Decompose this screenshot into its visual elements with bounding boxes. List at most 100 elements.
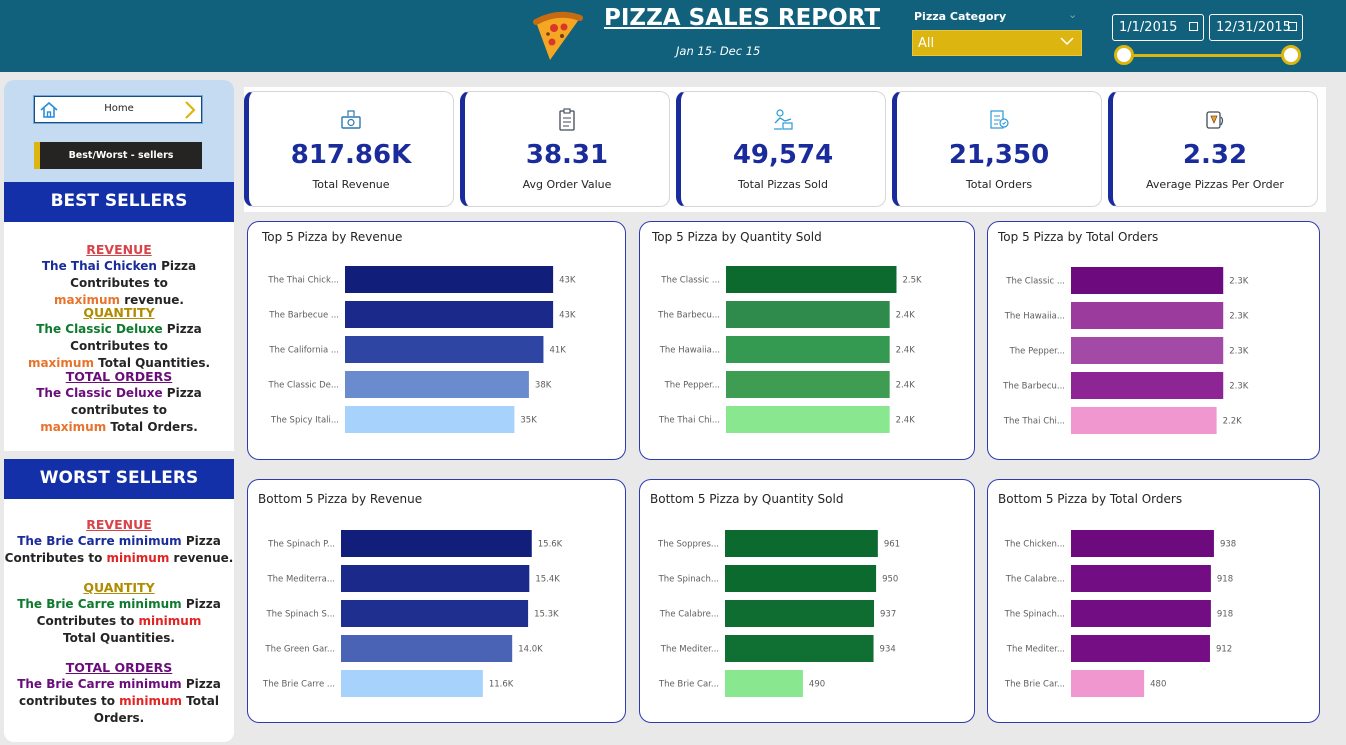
category-dropdown[interactable]: All xyxy=(912,30,1082,56)
bar[interactable] xyxy=(726,406,890,433)
category-label: The Mediterra... xyxy=(266,575,335,585)
best-worst-sellers-button[interactable]: Best/Worst - sellers xyxy=(34,142,202,169)
pizza-slice-icon xyxy=(533,11,583,60)
category-label: The Brie Car... xyxy=(658,680,719,690)
data-label: 2.4K xyxy=(896,381,916,391)
bar[interactable] xyxy=(1071,407,1217,434)
category-label: The Thai Chi... xyxy=(658,416,720,426)
home-button[interactable]: Home xyxy=(34,96,202,123)
worst-quantity-heading: QUANTITY xyxy=(83,580,155,595)
phone-pizza-icon xyxy=(1206,111,1224,129)
best-quantity-text: Pizza Contributes to xyxy=(70,322,202,353)
data-label: 43K xyxy=(559,276,576,286)
bar[interactable] xyxy=(725,635,874,662)
category-label: The Classic De... xyxy=(268,381,340,391)
kpi-value: 49,574 xyxy=(732,140,834,170)
end-date-input[interactable]: 12/31/2015 xyxy=(1209,14,1303,41)
chevron-down-icon xyxy=(1060,37,1074,46)
kpi-label: Total Orders xyxy=(965,178,1033,191)
data-label: 918 xyxy=(1217,610,1233,620)
bar[interactable] xyxy=(1071,530,1214,557)
bar[interactable] xyxy=(345,371,529,398)
worst-orders-keyword-2: minimum xyxy=(119,694,182,708)
slider-end-handle[interactable] xyxy=(1281,45,1301,65)
page-subtitle: Jan 15- Dec 15 xyxy=(676,44,761,58)
slider-start-handle[interactable] xyxy=(1114,45,1134,65)
bar[interactable] xyxy=(725,565,877,592)
category-label: The Thai Chick... xyxy=(267,276,339,286)
best-orders-block: TOTAL ORDERS The Classic Deluxe Pizza co… xyxy=(4,368,234,436)
calendar-icon[interactable] xyxy=(1189,22,1198,31)
sidebar-nav: Home Best/Worst - sellers xyxy=(4,80,234,182)
bar[interactable] xyxy=(1071,600,1211,627)
bar[interactable] xyxy=(1071,635,1210,662)
chart-title: Bottom 5 Pizza by Total Orders xyxy=(998,492,1183,506)
end-date-value: 12/31/2015 xyxy=(1216,20,1291,35)
date-range-slider[interactable] xyxy=(1124,54,1292,57)
bar[interactable] xyxy=(726,336,890,363)
best-orders-pizza: The Classic Deluxe xyxy=(36,386,163,400)
calendar-icon[interactable] xyxy=(1288,22,1297,31)
bar[interactable] xyxy=(725,670,803,697)
bar[interactable] xyxy=(725,600,875,627)
data-label: 14.0K xyxy=(518,645,543,655)
chart-bottom5-quantity: Bottom 5 Pizza by Quantity Sold The Sopp… xyxy=(639,479,975,723)
best-revenue-block: REVENUE The Thai Chicken Pizza Contribut… xyxy=(4,241,234,309)
kpi-total-revenue: 817.86K Total Revenue xyxy=(244,91,454,207)
kpi-label: Total Revenue xyxy=(312,178,390,191)
money-icon xyxy=(341,110,361,129)
worst-quantity-pizza: The Brie Carre xyxy=(17,597,115,611)
best-orders-text: Pizza contributes to xyxy=(71,386,202,417)
chart-top5-orders: Top 5 Pizza by Total Orders The Classic … xyxy=(987,221,1320,460)
data-label: 2.4K xyxy=(896,416,916,426)
best-sellers-heading: BEST SELLERS xyxy=(4,182,234,222)
bar[interactable] xyxy=(726,301,890,328)
data-label: 15.4K xyxy=(535,575,560,585)
bar[interactable] xyxy=(345,301,554,328)
chevron-down-icon[interactable]: ⌄ xyxy=(1068,8,1078,21)
best-quantity-text-end: Total Quantities. xyxy=(93,356,211,370)
category-label: The Pepper... xyxy=(1009,347,1065,357)
kpi-row: 817.86K Total Revenue 38.31 Avg Order Va… xyxy=(244,87,1326,212)
data-label: 2.3K xyxy=(1229,312,1249,322)
data-label: 918 xyxy=(1217,575,1233,585)
bar[interactable] xyxy=(1071,565,1211,592)
category-label: The Barbecu... xyxy=(1002,382,1065,392)
bar[interactable] xyxy=(726,371,890,398)
bar[interactable] xyxy=(341,530,532,557)
best-quantity-pizza: The Classic Deluxe xyxy=(36,322,163,336)
worst-quantity-text-end: Total Quantities. xyxy=(63,631,175,645)
best-revenue-pizza: The Thai Chicken xyxy=(41,259,157,273)
bar[interactable] xyxy=(1071,372,1224,399)
chart-top5-quantity: Top 5 Pizza by Quantity Sold The Classic… xyxy=(639,221,975,460)
bar[interactable] xyxy=(1071,337,1224,364)
bar[interactable] xyxy=(341,600,529,627)
bar[interactable] xyxy=(1071,302,1224,329)
category-label: The Hawaiia... xyxy=(659,346,720,356)
chart-title: Top 5 Pizza by Total Orders xyxy=(998,230,1159,244)
kpi-value: 38.31 xyxy=(525,140,609,170)
bar[interactable] xyxy=(341,635,513,662)
bar[interactable] xyxy=(726,266,897,293)
bar[interactable] xyxy=(725,530,878,557)
chart-title: Bottom 5 Pizza by Revenue xyxy=(258,492,423,506)
data-label: 41K xyxy=(549,346,566,356)
best-revenue-text: Pizza Contributes to xyxy=(70,259,197,290)
best-revenue-heading: REVENUE xyxy=(86,242,152,257)
worst-orders-heading: TOTAL ORDERS xyxy=(65,660,173,675)
chart-bottom5-orders: Bottom 5 Pizza by Total Orders The Chick… xyxy=(987,479,1320,723)
category-label: The Spinach S... xyxy=(265,610,335,620)
bar[interactable] xyxy=(341,565,530,592)
bar[interactable] xyxy=(345,336,544,363)
start-date-input[interactable]: 1/1/2015 xyxy=(1112,14,1204,41)
bar[interactable] xyxy=(345,266,554,293)
category-label: The Calabre... xyxy=(1005,575,1065,585)
bar[interactable] xyxy=(1071,267,1224,294)
bar[interactable] xyxy=(1071,670,1145,697)
bar[interactable] xyxy=(345,406,515,433)
worst-quantity-keyword-2: minimum xyxy=(138,614,202,628)
bar[interactable] xyxy=(341,670,483,697)
data-label: 961 xyxy=(884,540,900,550)
best-worst-sellers-label: Best/Worst - sellers xyxy=(68,150,174,161)
sidebar: Home Best/Worst - sellers BEST SELLERS R… xyxy=(4,80,234,742)
